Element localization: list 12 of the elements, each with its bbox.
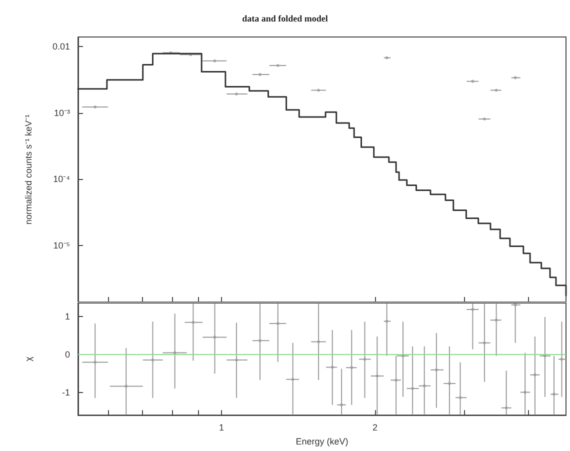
y-tick-label: 10⁻⁵ (53, 240, 70, 250)
x-axis-title: Energy (keV) (296, 436, 348, 446)
y-tick-label: 0.01 (52, 42, 70, 52)
y-axis-title: normalized counts s⁻¹ keV⁻¹ (24, 114, 34, 225)
y-axis-title: χ (24, 356, 34, 362)
y-tick-label: 10⁻³ (54, 108, 70, 118)
y-tick-label: 1 (64, 311, 70, 322)
chart-title: data and folded model (242, 14, 328, 24)
y-tick-label: -1 (62, 387, 70, 398)
y-tick-label: 0 (64, 349, 70, 360)
x-tick-label: 2 (372, 422, 378, 433)
y-tick-label: 10⁻⁴ (53, 174, 70, 184)
